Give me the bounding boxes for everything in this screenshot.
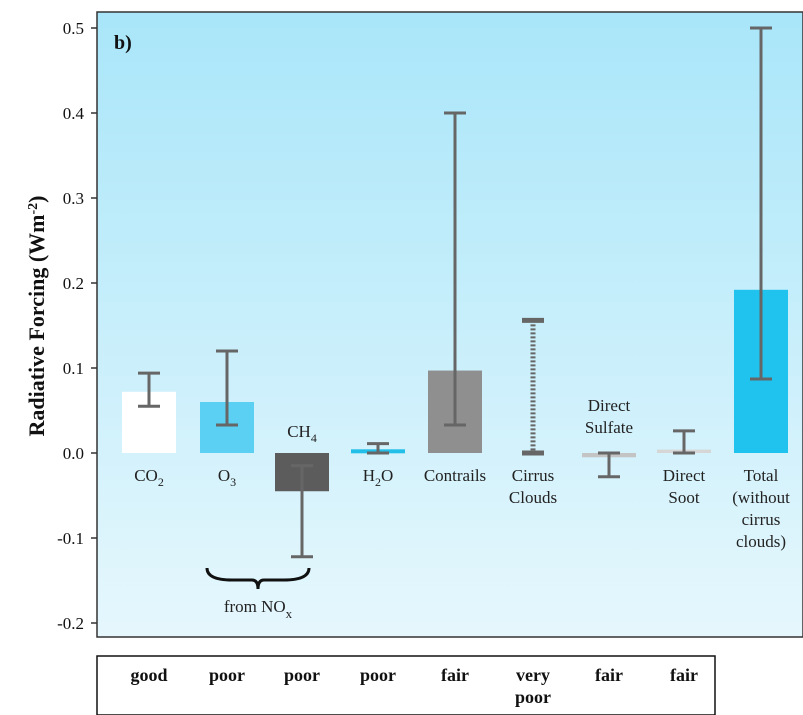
error-bars-layer — [138, 26, 772, 559]
category-label-7-line-1: Soot — [668, 488, 699, 507]
confidence-label-3: poor — [360, 665, 396, 685]
y-tick-label: 0.5 — [63, 19, 84, 38]
y-tick-label: 0.3 — [63, 189, 84, 208]
confidence-label-1: poor — [209, 665, 245, 685]
y-tick-label: 0.2 — [63, 274, 84, 293]
y-tick-label: -0.1 — [57, 529, 84, 548]
confidence-label-7: fair — [670, 665, 698, 685]
y-axis: -0.2 -0.1 0.0 0.1 0.2 0.3 0.4 0.5 — [57, 19, 97, 633]
y-tick-label: 0.1 — [63, 359, 84, 378]
confidence-label-6: fair — [595, 665, 623, 685]
confidence-label-4: fair — [441, 665, 469, 685]
bars-layer — [122, 289, 788, 492]
confidence-label-0: good — [130, 665, 167, 685]
category-label-5-line-1: Clouds — [509, 488, 557, 507]
category-label-0: CO2 — [134, 466, 164, 489]
category-label-2: CH4 — [287, 422, 317, 445]
y-axis-label: Radiative Forcing (Wm-2) — [24, 195, 49, 436]
y-tick-label: 0.4 — [63, 104, 85, 123]
from-nox-label: from NOx — [224, 597, 293, 621]
from-nox-annotation: from NOx — [205, 567, 311, 621]
category-label-7-line-0: Direct — [663, 466, 706, 485]
category-label-8-line-2: cirrus — [742, 510, 781, 529]
confidence-label-5-0: very — [516, 665, 550, 685]
category-label-8-line-0: Total — [744, 466, 779, 485]
category-label-3: H2O — [363, 466, 394, 489]
y-tick-label: -0.2 — [57, 614, 84, 633]
category-label-1: O3 — [218, 466, 236, 489]
category-label-6-line-0: Direct — [588, 396, 631, 415]
y-tick-label: 0.0 — [63, 444, 84, 463]
category-label-6-line-1: Sulfate — [585, 418, 633, 437]
grouping-brace — [205, 567, 311, 590]
confidence-label-5-1: poor — [515, 687, 551, 707]
category-label-5-line-0: Cirrus — [512, 466, 555, 485]
confidence-table-border — [96, 655, 716, 715]
category-label-8-line-1: (without — [732, 488, 790, 507]
category-label-4-line-0: Contrails — [424, 466, 486, 485]
panel-label: b) — [114, 32, 132, 54]
category-labels-layer: CO2 O3 CH4 H2O Contrails Cirrus Clouds Direct Su… — [134, 396, 790, 551]
plot-background — [96, 11, 803, 638]
category-label-8-line-3: clouds) — [736, 532, 786, 551]
confidence-label-2: poor — [284, 665, 320, 685]
